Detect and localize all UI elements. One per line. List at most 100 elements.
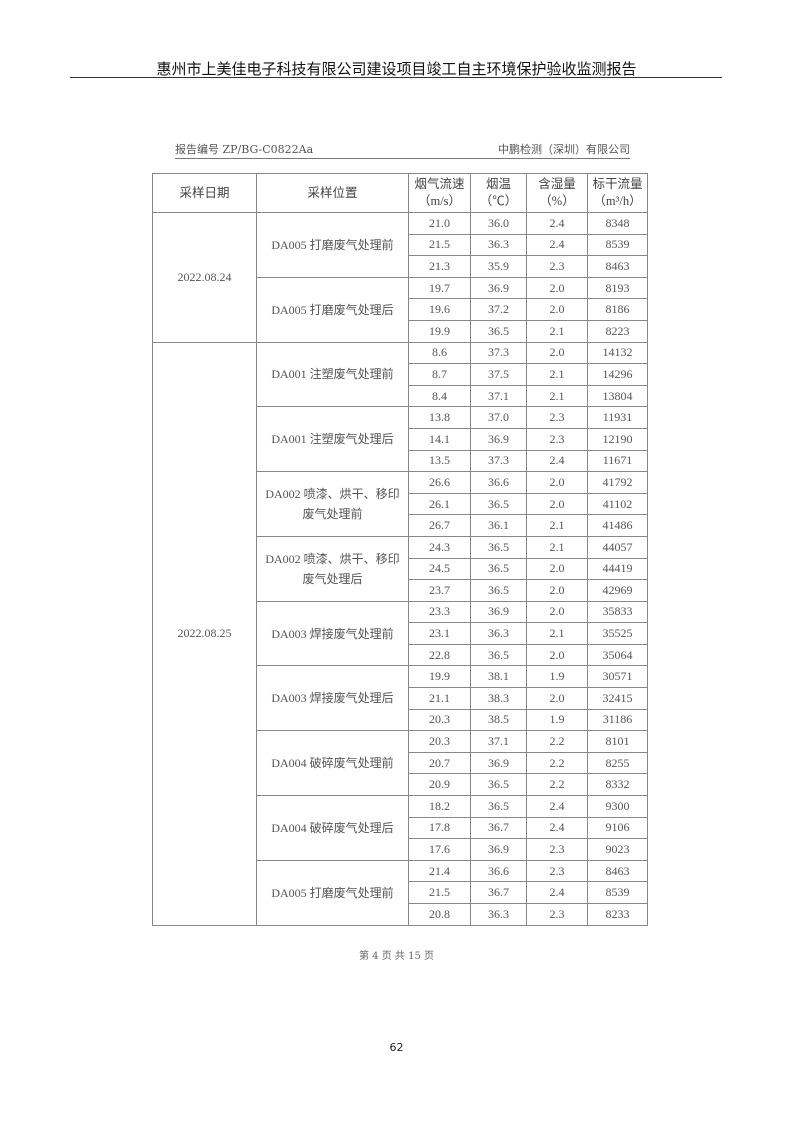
flue-gas-temperature-cell: 36.9 [470,427,527,451]
flue-gas-velocity-cell: 19.9 [408,319,471,343]
flue-gas-temperature-cell: 37.5 [470,363,527,386]
moisture-content-cell: 2.0 [526,471,588,494]
standard-dry-flow-cell: 8233 [587,903,648,926]
table-row: 21.5 36.3 2.4 8539 [153,233,648,257]
flue-gas-temperature-cell: 35.9 [470,255,527,278]
table-row: 20.7 36.9 2.2 8255 [153,751,648,775]
moisture-content-cell: 2.0 [526,557,588,581]
flue-gas-temperature-cell: 36.9 [470,751,527,775]
table-row: 21.5 36.7 2.4 8539 [153,881,648,904]
standard-dry-flow-cell: 35525 [587,622,648,645]
flue-gas-velocity-cell: 23.7 [408,579,471,602]
flue-gas-temperature-cell: 38.5 [470,708,527,732]
flue-gas-temperature-cell: 36.9 [470,600,527,624]
standard-dry-flow-cell: 8186 [587,298,648,321]
column-header-unit: （%） [539,194,575,208]
table-row: DA004 破碎废气处理前 20.3 37.1 2.2 8101 [153,730,648,797]
moisture-content-cell: 2.0 [526,579,588,602]
flue-gas-velocity-cell: 26.6 [408,471,471,494]
table-row: 2022.08.25 DA001 注塑废气处理前 8.6 37.3 2.0 14132 [152,341,648,926]
standard-dry-flow-cell: 8332 [587,773,648,797]
moisture-content-cell: 2.1 [526,384,588,408]
standard-dry-flow-cell: 8463 [587,859,648,883]
column-header-label: 标干流量 [592,177,643,191]
flue-gas-velocity-cell: 23.1 [408,622,471,645]
table-row: 17.6 36.9 2.3 9023 [153,838,648,861]
scan-header-divider [175,158,630,159]
sampling-date-cell: 2022.08.25 [152,341,257,926]
scan-page-footer: 第 4 页 共 15 页 [359,951,434,962]
standard-dry-flow-cell: 8101 [587,730,648,753]
table-row: DA002 喷漆、烘干、移印废气处理后 24.3 36.5 2.1 44057 [153,535,648,602]
flue-gas-velocity-cell: 18.2 [408,795,471,818]
moisture-content-cell: 2.1 [526,535,588,559]
table-row: 8.7 37.5 2.1 14296 [153,363,648,386]
flue-gas-temperature-cell: 36.5 [470,492,527,516]
flue-gas-parameters-table: 采样日期 采样位置 烟气流速 （m/s） 烟温 （℃） 含湿量 （%） 标干流量 （m³/h） 2… [152,173,648,926]
moisture-content-cell: 2.3 [526,903,588,926]
flue-gas-velocity-cell: 26.1 [408,492,471,516]
flue-gas-temperature-cell: 36.1 [470,514,527,537]
standard-dry-flow-cell: 8223 [587,319,648,343]
flue-gas-velocity-cell: 23.3 [408,600,471,624]
document-title: 惠州市上美佳电子科技有限公司建设项目竣工自主环境保护验收监测报告 [156,60,637,78]
flue-gas-velocity-cell: 19.7 [408,276,471,300]
moisture-content-cell: 2.0 [526,341,588,365]
flue-gas-velocity-cell: 13.8 [408,406,471,429]
standard-dry-flow-cell: 11931 [587,406,648,429]
table-row: DA004 破碎废气处理后 18.2 36.5 2.4 9300 [153,795,648,861]
flue-gas-temperature-cell: 38.1 [470,665,527,689]
moisture-content-cell: 2.1 [526,622,588,645]
moisture-content-cell: 2.0 [526,643,588,667]
column-header-unit: （m/s） [417,194,462,208]
flue-gas-velocity-cell: 22.8 [408,643,471,667]
table-row: 20.3 38.5 1.9 31186 [153,708,648,732]
table-row: DA003 焊接废气处理前 23.3 36.9 2.0 35833 [153,600,648,667]
moisture-content-cell: 2.4 [526,233,588,257]
flue-gas-temperature-cell: 36.3 [470,233,527,257]
flue-gas-velocity-cell: 8.4 [408,384,471,408]
flue-gas-temperature-cell: 36.5 [470,643,527,667]
standard-dry-flow-cell: 8539 [587,881,648,904]
column-header-unit: （m³/h） [593,194,642,208]
standard-dry-flow-cell: 14296 [587,363,648,386]
flue-gas-velocity-cell: 21.3 [408,255,471,278]
flue-gas-velocity-cell: 20.8 [408,903,471,926]
moisture-content-cell: 2.3 [526,406,588,429]
moisture-content-cell: 2.1 [526,319,588,343]
table-row: 26.1 36.5 2.0 41102 [153,492,648,516]
sampling-location-cell: DA004 破碎废气处理前 [256,730,409,797]
flue-gas-temperature-cell: 36.5 [470,579,527,602]
moisture-content-cell: 2.3 [526,255,588,278]
moisture-content-cell: 2.4 [526,881,588,904]
table-row: 23.7 36.5 2.0 42969 [153,579,648,602]
sampling-location-cell: DA002 喷漆、烘干、移印废气处理前 [256,471,409,537]
standard-dry-flow-cell: 8539 [587,233,648,257]
column-header: 烟温 （℃） [470,173,527,213]
moisture-content-cell: 2.0 [526,276,588,300]
flue-gas-temperature-cell: 36.7 [470,816,527,840]
sampling-location-cell: DA005 打磨废气处理前 [256,859,409,926]
moisture-content-cell: 2.2 [526,773,588,797]
moisture-content-cell: 2.1 [526,363,588,386]
moisture-content-cell: 2.4 [526,212,588,235]
sampling-location-cell: DA003 焊接废气处理前 [256,600,409,667]
moisture-content-cell: 2.0 [526,687,588,710]
table-row: 19.9 36.5 2.1 8223 [153,319,648,343]
standard-dry-flow-cell: 9023 [587,838,648,861]
sampling-location-cell: DA005 打磨废气处理前 [256,212,409,278]
column-header: 采样位置 [256,173,409,213]
flue-gas-velocity-cell: 21.5 [408,233,471,257]
standard-dry-flow-cell: 35064 [587,643,648,667]
column-header: 采样日期 [152,173,257,213]
standard-dry-flow-cell: 8255 [587,751,648,775]
column-header-label: 采样位置 [307,185,358,200]
moisture-content-cell: 2.3 [526,838,588,861]
standard-dry-flow-cell: 44057 [587,535,648,559]
flue-gas-temperature-cell: 37.0 [470,406,527,429]
moisture-content-cell: 2.2 [526,730,588,753]
moisture-content-cell: 2.4 [526,449,588,473]
table-row: 20.8 36.3 2.3 8233 [153,903,648,926]
table-header-row: 采样日期 采样位置 烟气流速 （m/s） 烟温 （℃） 含湿量 （%） 标干流量 （m³/h） [152,173,648,213]
moisture-content-cell: 2.4 [526,816,588,840]
